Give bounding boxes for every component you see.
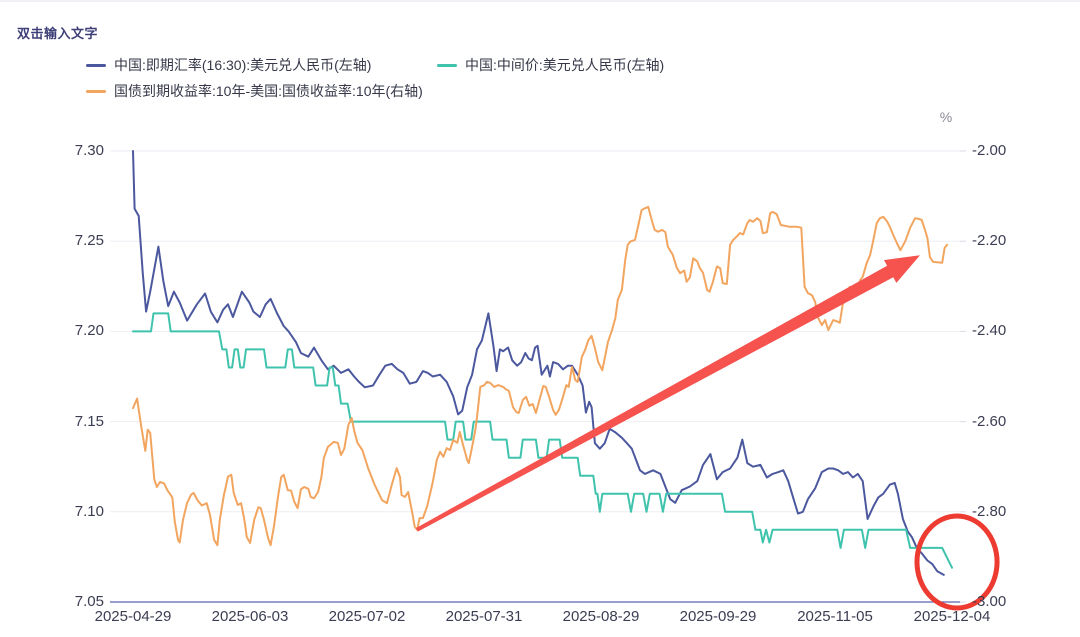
legend-item-label: 国债到期收益率:10年-美国:国债收益率:10年(右轴) — [114, 83, 423, 99]
right-axis-tick-label: -3.00 — [972, 593, 1007, 610]
series-line-central-parity — [132, 312, 953, 569]
right-axis-tick-label: -2.20 — [972, 232, 1007, 250]
left-axis-tick-label: 7.30 — [74, 142, 104, 159]
left-axis-tick-label: 7.15 — [74, 412, 104, 430]
series-line-yield-spread — [132, 205, 949, 547]
x-axis-tick-label: 2025-08-29 — [562, 608, 640, 625]
series-line-spot-rate — [132, 150, 945, 576]
right-axis-tick-label: -2.60 — [972, 412, 1007, 430]
legend-swatch-yield-spread — [86, 89, 106, 93]
legend-item-central-parity[interactable]: 中国:中间价:美元兑人民币(左轴) — [437, 55, 664, 75]
arrow-annotation[interactable] — [415, 255, 920, 532]
left-axis-tick-label: 7.20 — [74, 322, 104, 340]
x-axis-tick-label: 2025-09-29 — [679, 608, 757, 625]
right-axis-unit-label: % — [939, 109, 953, 125]
chart-title-input[interactable]: 双击输入文字 — [17, 26, 99, 41]
window-top-border — [0, 0, 1080, 2]
ellipse-annotation[interactable] — [914, 513, 1000, 611]
legend-item-yield-spread[interactable]: 国债到期收益率:10年-美国:国债收益率:10年(右轴) — [86, 81, 423, 101]
legend-swatch-central-parity — [437, 63, 457, 67]
left-axis-tick-label: 7.10 — [74, 502, 104, 520]
x-axis-tick-label: 2025-11-05 — [797, 608, 873, 625]
right-axis-tick-label: -2.40 — [972, 322, 1007, 340]
x-axis-tick-label: 2025-07-02 — [328, 608, 406, 625]
x-axis-tick-label: 2025-07-31 — [445, 608, 523, 625]
legend-item-label: 中国:中间价:美元兑人民币(左轴) — [465, 57, 665, 73]
x-axis-tick-label: 2025-04-29 — [94, 608, 172, 625]
legend-item-label: 中国:即期汇率(16:30):美元兑人民币(左轴) — [114, 57, 372, 73]
left-axis-tick-label: 7.05 — [74, 593, 104, 610]
legend-item-spot-rate[interactable]: 中国:即期汇率(16:30):美元兑人民币(左轴) — [86, 55, 371, 75]
x-axis-tick-label: 2025-06-03 — [211, 608, 289, 625]
left-axis-tick-label: 7.25 — [74, 232, 104, 250]
right-axis-tick-label: -2.80 — [972, 502, 1007, 520]
x-axis-tick-label: 2025-12-04 — [913, 608, 991, 625]
legend-swatch-spot-rate — [86, 63, 106, 67]
right-axis-tick-label: -2.00 — [972, 142, 1007, 159]
